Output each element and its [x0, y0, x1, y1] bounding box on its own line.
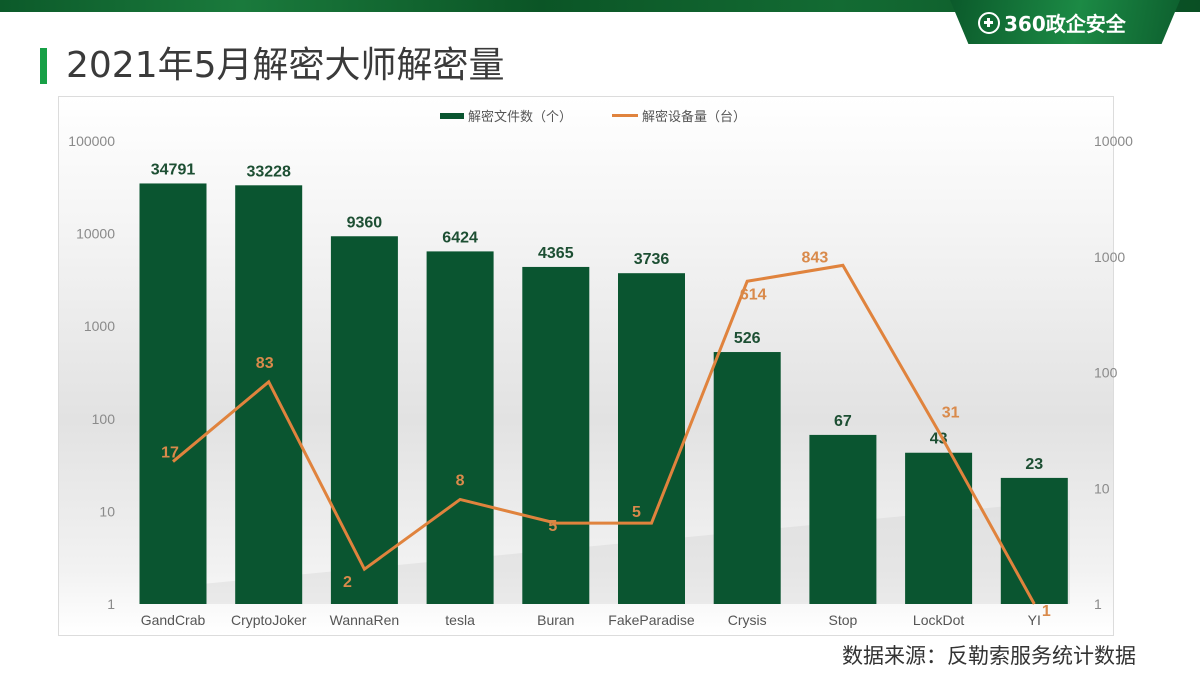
data-source-note: 数据来源：反勒索服务统计数据	[842, 644, 1136, 668]
bar-CryptoJoker	[235, 185, 303, 604]
bar-Crysis	[713, 352, 781, 604]
legend-label-files: 解密文件数（个）	[468, 110, 573, 125]
category-label: FakeParadise	[608, 612, 695, 628]
legend-item-files: 解密文件数（个）	[440, 106, 572, 125]
brand-name: 360政企安全	[1004, 12, 1126, 36]
left-axis-tick: 10	[99, 503, 115, 519]
line-value-label: 2	[343, 574, 352, 591]
bar-tesla	[426, 251, 494, 604]
line-value-label: 83	[256, 355, 274, 372]
bar-LockDot	[905, 452, 973, 604]
line-value-label: 5	[548, 518, 557, 535]
line-value-label: 5	[632, 504, 641, 521]
bar-value-label: 3736	[634, 251, 670, 268]
category-label: LockDot	[913, 612, 964, 628]
left-axis-tick: 1000	[84, 318, 115, 334]
title-accent-bar	[40, 48, 47, 84]
top-banner	[0, 0, 1200, 12]
left-axis-tick: 100000	[68, 133, 115, 149]
category-label: Stop	[828, 612, 857, 628]
right-axis-tick: 1000	[1094, 249, 1125, 265]
right-axis-tick: 10000	[1094, 133, 1133, 149]
left-axis-tick: 1	[107, 596, 115, 612]
category-label: Buran	[537, 612, 574, 628]
bar-value-label: 43	[930, 431, 948, 448]
line-value-label: 31	[942, 404, 960, 421]
bar-FakeParadise	[618, 273, 685, 604]
bar-Buran	[522, 266, 590, 604]
bar-value-label: 67	[834, 413, 852, 430]
category-label: GandCrab	[141, 612, 206, 628]
category-label: CryptoJoker	[231, 612, 307, 628]
line-value-label: 17	[161, 445, 179, 462]
line-value-label: 614	[740, 286, 767, 303]
category-label: YI	[1028, 612, 1041, 628]
bar-swatch-icon	[440, 112, 464, 119]
bar-value-label: 23	[1025, 456, 1043, 473]
bar-value-label: 33228	[246, 163, 291, 180]
category-label: tesla	[445, 612, 475, 628]
plus-circle-logo-icon	[978, 11, 1000, 34]
bar-value-label: 34791	[151, 161, 196, 178]
line-value-label: 1	[1042, 603, 1051, 620]
right-axis-tick: 10	[1094, 480, 1110, 496]
category-label: Crysis	[728, 612, 767, 628]
bar-YI	[1000, 477, 1068, 604]
bar-value-label: 9360	[347, 214, 383, 231]
line-swatch-icon	[612, 114, 639, 117]
line-value-label: 843	[802, 249, 829, 266]
brand-badge: 360政企安全	[950, 0, 1180, 44]
devices-line	[172, 263, 1036, 605]
legend-item-devices: 解密设备量（台）	[612, 106, 746, 125]
left-axis-tick: 10000	[76, 226, 115, 242]
bar-value-label: 4365	[538, 245, 574, 262]
right-axis-tick: 1	[1094, 596, 1102, 612]
left-axis-tick: 100	[92, 411, 116, 427]
line-value-label: 8	[456, 472, 465, 489]
bar-value-label: 6424	[442, 229, 478, 246]
bar-value-label: 526	[734, 330, 761, 347]
category-label: WannaRen	[330, 612, 400, 628]
bar-Stop	[809, 434, 877, 604]
legend-label-devices: 解密设备量（台）	[642, 110, 747, 125]
right-axis-tick: 100	[1094, 365, 1118, 381]
bar-GandCrab	[139, 183, 207, 605]
bar-WannaRen	[330, 236, 398, 604]
chart-legend: 解密文件数（个） 解密设备量（台）	[440, 106, 746, 125]
page-title: 2021年5月解密大师解密量	[66, 45, 505, 86]
